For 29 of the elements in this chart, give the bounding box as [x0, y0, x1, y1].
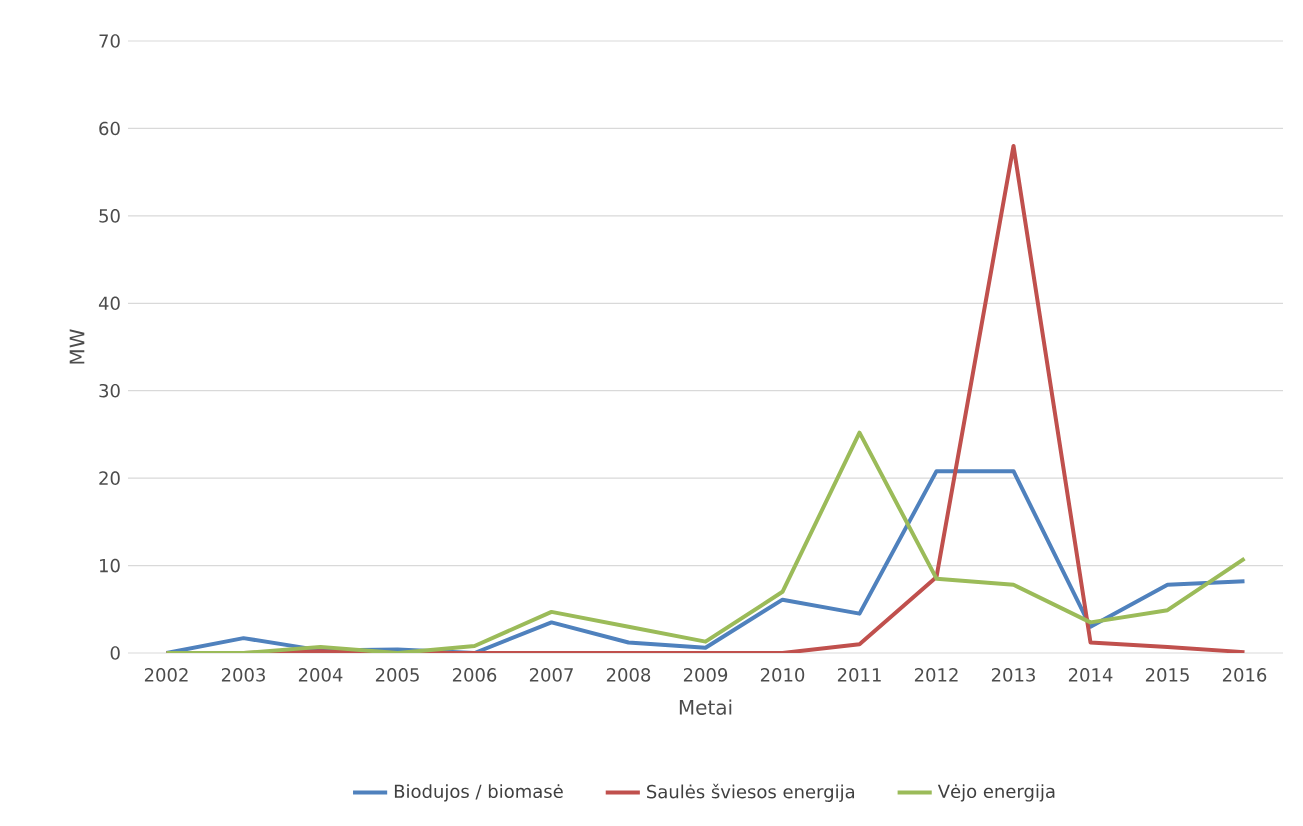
y-tick-label: 50 [99, 209, 120, 223]
x-tick-label: 2009 [683, 668, 728, 682]
y-tick-label: 40 [98, 296, 120, 311]
x-tick-label: 2003 [221, 668, 265, 682]
y-tick-label: 30 [99, 383, 120, 398]
legend-label: Biodujos / biomasė [394, 784, 563, 802]
x-tick-label: 2005 [375, 668, 419, 682]
y-tick-label: 0 [110, 646, 120, 660]
legend-label: Vėjo energija [937, 784, 1055, 802]
x-tick-label: 2016 [1222, 668, 1267, 682]
x-tick-label: 2013 [991, 668, 1035, 682]
x-tick-label: 2004 [298, 668, 343, 682]
y-tick-label: 60 [99, 121, 120, 136]
y-tick-label: 10 [100, 558, 120, 573]
line-series [164, 430, 1247, 653]
x-tick-label: 2015 [1145, 668, 1189, 682]
y-tick-label: 70 [99, 34, 120, 48]
legend-label: Saulės šviesos energija [647, 783, 855, 802]
y-axis-title: MW [69, 329, 85, 364]
y-tick-label: 20 [99, 471, 120, 485]
x-tick-label: 2002 [144, 668, 188, 682]
x-tick-label: 2010 [760, 668, 805, 682]
x-tick-label: 2007 [529, 668, 573, 682]
x-tick-label: 2012 [914, 668, 958, 682]
x-tick-label: 2014 [1068, 668, 1113, 682]
x-tick-label: 2011 [837, 668, 881, 682]
x-tick-label: 2006 [452, 668, 497, 682]
x-axis-title: Metai [679, 699, 732, 715]
x-tick-label: 2008 [606, 668, 651, 682]
